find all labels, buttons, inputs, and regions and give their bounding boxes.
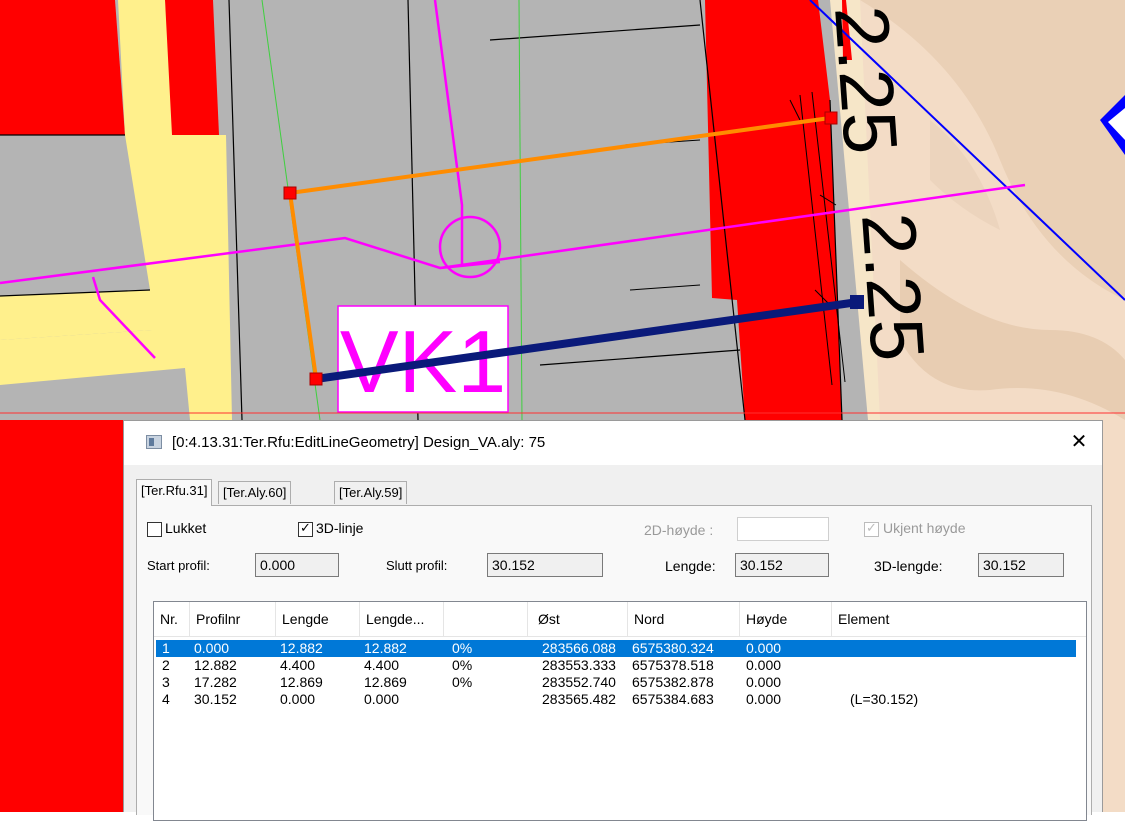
pipe-line-navy[interactable]: [315, 298, 859, 383]
vertex-handle[interactable]: [824, 111, 838, 125]
col-nr[interactable]: Nr.: [154, 602, 190, 636]
cell-hoyde: 0.000: [746, 691, 782, 707]
building-block: [165, 0, 219, 135]
table-row[interactable]: 2 12.882 4.400 4.400 0% 283553.333 6575378.518…: [156, 657, 1076, 674]
cell-hoyde: 0.000: [746, 674, 782, 690]
3d-lengde-label: 3D-lengde:: [874, 558, 943, 574]
cell-profil: 17.282: [194, 674, 237, 690]
building-block: [0, 420, 123, 812]
cell-lengde: 4.400: [280, 657, 316, 673]
3d-linje-checkbox[interactable]: [298, 520, 313, 537]
cell-nr: 1: [162, 640, 170, 656]
col-slope[interactable]: [444, 602, 528, 636]
table-row[interactable]: 4 30.152 0.000 0.000 283565.482 6575384.683 0.…: [156, 691, 1076, 708]
vertex-handle[interactable]: [309, 372, 323, 386]
terrain-shade: [930, 120, 1000, 230]
col-element[interactable]: Element: [838, 611, 890, 627]
cell-lengde2: 12.882: [364, 640, 407, 656]
dimension-label: 2.25: [818, 3, 913, 156]
tab-ter-aly-60[interactable]: [Ter.Aly.60]: [218, 481, 292, 504]
cell-pct: 0%: [452, 674, 473, 690]
vertex-handle[interactable]: [283, 186, 297, 200]
start-profil-field: 0.000: [255, 553, 339, 577]
cell-nr: 3: [162, 674, 170, 690]
cell-hoyde: 0.000: [746, 640, 782, 656]
lengde-label: Lengde:: [665, 558, 716, 574]
cell-profil: 12.882: [194, 657, 237, 673]
tab-ter-aly-59[interactable]: [Ter.Aly.59]: [334, 481, 408, 504]
cell-hoyde: 0.000: [746, 657, 782, 673]
cell-pct: 0%: [452, 657, 473, 673]
cell-ost: 283565.482: [542, 691, 616, 707]
dimension-label: 2.25: [845, 210, 940, 363]
cell-lengde2: 4.400: [364, 657, 400, 673]
boundary-line: [809, 0, 1125, 301]
title-bar[interactable]: [0:4.13.31:Ter.Rfu:EditLineGeometry] Des…: [124, 421, 1102, 465]
table-row[interactable]: 1 0.000 12.882 12.882 0% 283566.088 6575380.32…: [156, 640, 1076, 657]
2d-hoyde-input[interactable]: [737, 517, 829, 541]
col-profilnr[interactable]: Profilnr: [190, 602, 276, 636]
cell-pct: 0%: [452, 640, 473, 656]
slutt-profil-field: 30.152: [487, 553, 603, 577]
cell-lengde: 0.000: [280, 691, 316, 707]
2d-hoyde-label: 2D-høyde :: [644, 522, 714, 538]
start-profil-label: Start profil:: [147, 558, 210, 573]
cell-ost: 283553.333: [542, 657, 616, 673]
lengde-field: 30.152: [735, 553, 829, 577]
tab-ter-rfu-31[interactable]: [Ter.Rfu.31]: [136, 479, 213, 506]
terrain-shade: [860, 0, 1125, 300]
terrain-shade: [900, 260, 1125, 420]
cell-lengde2: 12.869: [364, 674, 407, 690]
boundary-marker-inner: [1108, 108, 1125, 140]
footpath: [0, 0, 232, 420]
3d-linje-label: 3D-linje: [316, 520, 364, 536]
cell-nord: 6575378.518: [632, 657, 714, 673]
cell-element: (L=30.152): [850, 691, 919, 707]
vertex-handle[interactable]: [850, 295, 864, 309]
lukket-label: Lukket: [165, 520, 207, 536]
cell-nord: 6575382.878: [632, 674, 714, 690]
cell-lengde: 12.882: [280, 640, 323, 656]
cell-lengde: 12.869: [280, 674, 323, 690]
footpath: [0, 135, 172, 340]
col-nord[interactable]: Nord: [628, 602, 740, 636]
app-icon: [146, 435, 162, 449]
edit-line-geometry-dialog: [0:4.13.31:Ter.Rfu:EditLineGeometry] Des…: [123, 420, 1103, 821]
col-hoyde[interactable]: Høyde: [740, 602, 832, 636]
cell-nr: 2: [162, 657, 170, 673]
cell-profil: 30.152: [194, 691, 237, 707]
ukjent-hoyde-label: Ukjent høyde: [883, 520, 966, 536]
col-lengde-2[interactable]: Lengde...: [360, 602, 444, 636]
cell-ost: 283566.088: [542, 640, 616, 656]
ukjent-hoyde-checkbox[interactable]: [864, 520, 879, 537]
list-header: Nr. Profilnr Lengde Lengde... Øst Nord H…: [154, 602, 1086, 637]
dialog-title: [0:4.13.31:Ter.Rfu:EditLineGeometry] Des…: [172, 434, 546, 451]
building-block: [842, 0, 852, 60]
cell-profil: 0.000: [194, 640, 230, 656]
cell-nr: 4: [162, 691, 170, 707]
lukket-checkbox[interactable]: [147, 522, 162, 537]
3d-lengde-field: 30.152: [978, 553, 1064, 577]
col-ost[interactable]: Øst: [528, 602, 628, 636]
cell-nord: 6575384.683: [632, 691, 714, 707]
tab-panel: Lukket 3D-linje 2D-høyde : Ukjent høyde …: [136, 505, 1092, 821]
col-lengde[interactable]: Lengde: [276, 602, 360, 636]
slutt-profil-label: Slutt profil:: [386, 558, 448, 573]
close-icon[interactable]: ✕: [1070, 431, 1088, 453]
table-row[interactable]: 3 17.282 12.869 12.869 0% 283552.740 6575382.8…: [156, 674, 1076, 691]
vertex-list[interactable]: Nr. Profilnr Lengde Lengde... Øst Nord H…: [153, 601, 1087, 821]
cell-nord: 6575380.324: [632, 640, 714, 656]
building-block: [0, 0, 125, 135]
cell-ost: 283552.740: [542, 674, 616, 690]
cell-lengde2: 0.000: [364, 691, 400, 707]
